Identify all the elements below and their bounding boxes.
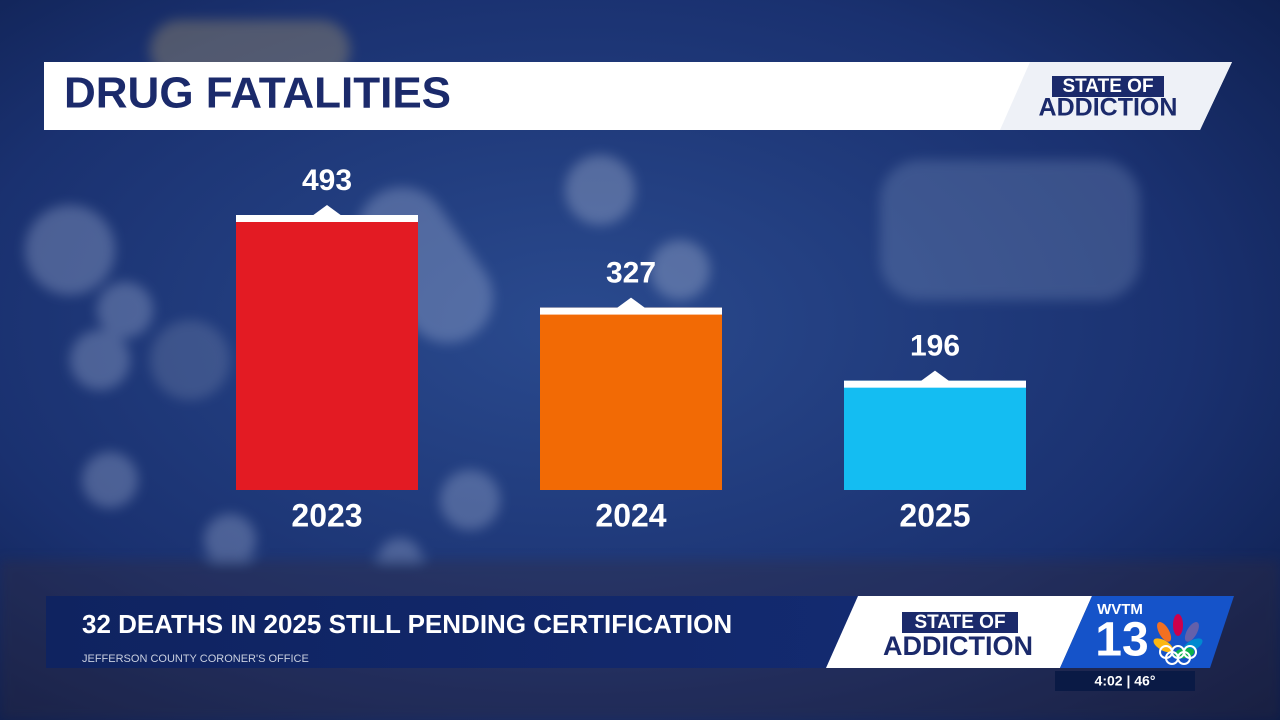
bar-cap xyxy=(236,215,418,222)
source: JEFFERSON COUNTY CORONER'S OFFICE xyxy=(82,653,309,665)
value-label: 493 xyxy=(302,164,352,197)
headline: 32 DEATHS IN 2025 STILL PENDING CERTIFIC… xyxy=(82,609,732,639)
bar-cap xyxy=(540,307,722,315)
badge-top-bg xyxy=(1052,76,1164,97)
bar-cap-pointer xyxy=(312,205,342,216)
x-tick-label: 2023 xyxy=(291,497,362,533)
bar-cap-pointer xyxy=(616,297,646,309)
value-label: 196 xyxy=(910,330,960,363)
badge-line: STATE OF xyxy=(1062,76,1153,97)
bar xyxy=(844,380,1026,490)
time-bar xyxy=(1055,671,1195,691)
bar xyxy=(236,215,418,490)
badge-line: ADDICTION xyxy=(1039,94,1178,122)
lower-badge-line: ADDICTION xyxy=(883,631,1033,661)
channel-number: 13 xyxy=(1095,614,1148,667)
bar xyxy=(540,307,722,490)
time-temp: 4:02 | 46° xyxy=(1095,673,1156,689)
x-tick-label: 2025 xyxy=(899,497,970,533)
bar-cap xyxy=(844,380,1026,388)
bar-cap-pointer xyxy=(920,370,950,382)
lower-third-bar xyxy=(46,596,866,668)
station-name: WVTM xyxy=(1097,601,1143,618)
peacock-logo xyxy=(1153,614,1203,665)
lower-badge-top-bg xyxy=(902,612,1018,633)
title-bar xyxy=(44,62,1232,130)
value-label: 327 xyxy=(606,257,656,290)
chart-title: DRUG FATALITIES xyxy=(64,69,451,118)
plot-area: 493 2023 327 2024 196 2025 xyxy=(236,164,1026,533)
lower-badge-line: STATE OF xyxy=(914,612,1005,633)
x-tick-label: 2024 xyxy=(595,497,666,533)
